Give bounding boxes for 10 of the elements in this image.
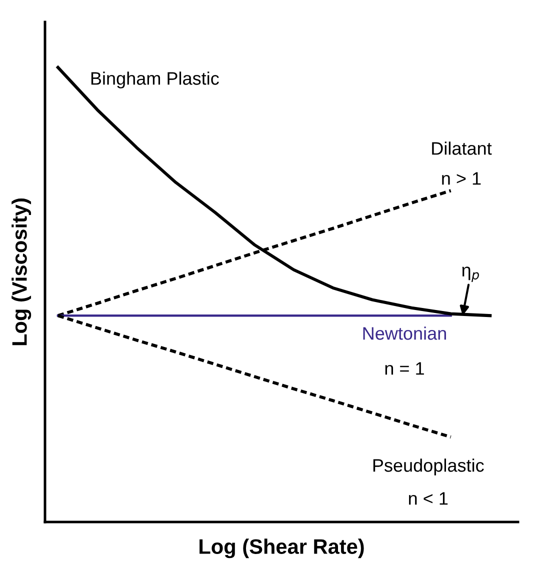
- annotation: n = 1: [385, 362, 424, 375]
- series-label: Bingham Plastic: [91, 72, 219, 88]
- annotation: n > 1: [442, 172, 481, 185]
- text: Dilatant: [432, 142, 492, 155]
- x-axis-title: Log (Shear Rate): [200, 538, 364, 558]
- annotation: η$_{p}$: [462, 266, 479, 282]
- annotation: n < 1: [409, 492, 448, 505]
- y-axis-title: Log (Viscosity): [12, 198, 32, 346]
- series-label: Pseudoplastic: [373, 458, 484, 476]
- series-label: Newtonian: [363, 326, 446, 340]
